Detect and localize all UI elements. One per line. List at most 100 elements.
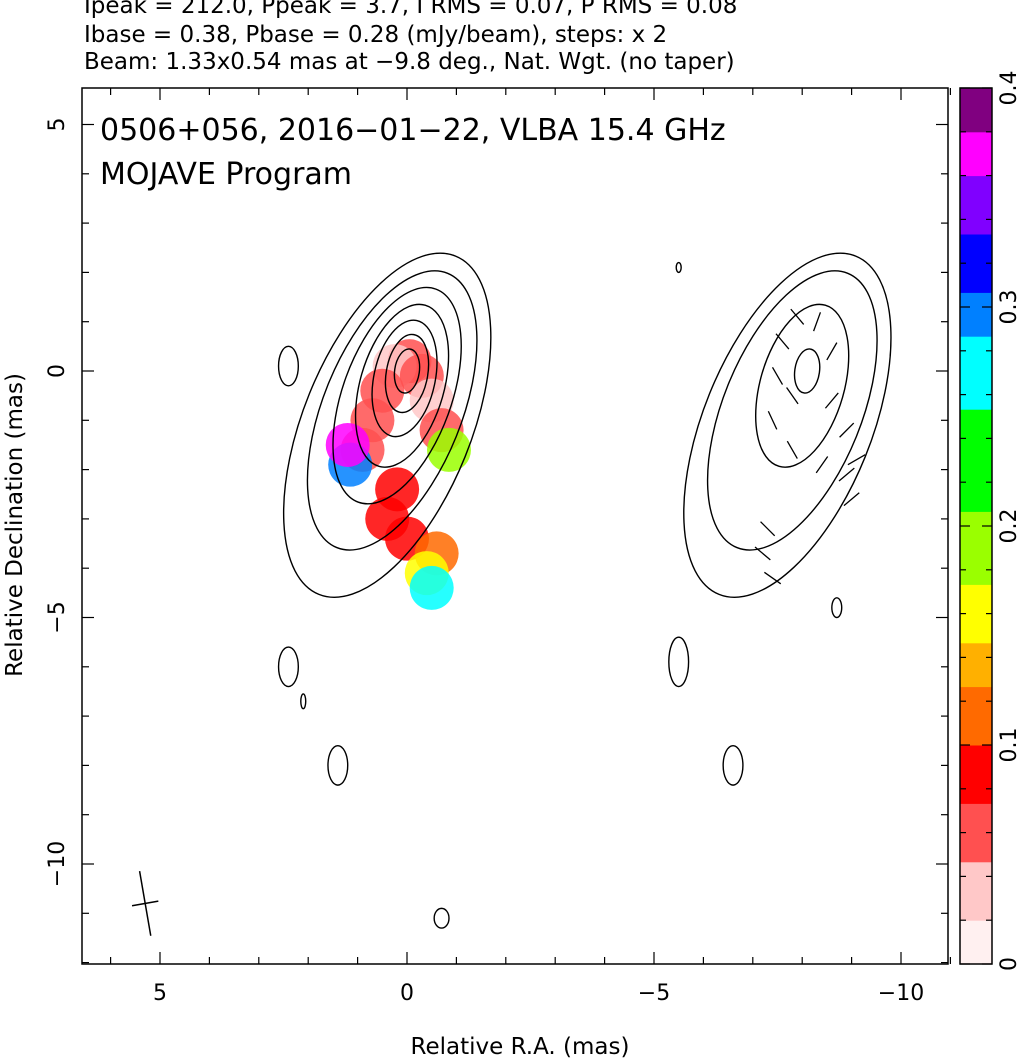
stokes-i-contour [282, 252, 492, 598]
evpa-vector [826, 342, 838, 361]
colorbar-cell [960, 175, 992, 191]
contour-island [668, 636, 690, 688]
colorbar-cell [960, 409, 992, 425]
evpa-vectors [754, 308, 866, 585]
colorbar-cell [960, 949, 992, 965]
plot-frame [81, 87, 949, 965]
colorbar-cell [960, 190, 992, 206]
evpa-vector [815, 456, 829, 474]
pol-contour [683, 252, 892, 598]
colorbar-cell [960, 511, 992, 527]
evpa-vector [767, 410, 778, 430]
colorbar-cell [960, 438, 992, 454]
colorbar-cell [960, 905, 992, 921]
colorbar-cell [960, 234, 992, 250]
stokes-i-contour [332, 286, 462, 505]
x-tick-label: −10 [878, 981, 924, 1006]
colorbar-cell [960, 584, 992, 600]
evpa-vector [790, 308, 805, 325]
colorbar-cell [960, 88, 992, 104]
evpa-vector [775, 333, 790, 350]
colorbar-cell [960, 832, 992, 848]
colorbar-tick-label: 0.3 [997, 290, 1021, 325]
colorbar-cell [960, 657, 992, 673]
colorbar-cell [960, 876, 992, 892]
colorbar-cell [960, 336, 992, 352]
stokes-i-contour [371, 319, 438, 438]
colorbar-cell [960, 818, 992, 834]
evpa-vector [786, 387, 799, 405]
colorbar-cell [960, 467, 992, 483]
colorbar-cell [960, 613, 992, 629]
colorbar-tick-label: 0 [997, 957, 1021, 971]
colorbar-cell [960, 365, 992, 381]
beam-minor-axis [131, 900, 159, 907]
contour-island [327, 744, 349, 786]
colorbar-cell [960, 730, 992, 746]
colorbar-cell [960, 496, 992, 512]
colorbar-cell [960, 569, 992, 585]
colorbar-cell [960, 920, 992, 936]
colorbar-cell [960, 117, 992, 133]
colorbar-cell [960, 482, 992, 498]
y-tick-label: 5 [45, 118, 70, 132]
colorbar-tick-label: 0.2 [997, 509, 1021, 544]
stokes-i-contour [306, 270, 478, 551]
stokes-i-contour [384, 333, 430, 414]
colorbar-cell [960, 555, 992, 571]
stokes-i-contour [354, 303, 450, 468]
colorbar-cell [960, 394, 992, 410]
polarization-pixels [325, 339, 471, 610]
colorbar-cell [960, 321, 992, 337]
y-axis-label: Relative Declination (mas) [2, 373, 28, 677]
pol-pixel [409, 565, 454, 610]
evpa-vector [824, 392, 839, 409]
pol-pixel [426, 427, 471, 472]
header-line-3: Beam: 1.33x0.54 mas at −9.8 deg., Nat. W… [84, 49, 735, 75]
plot-subtitle: MOJAVE Program [100, 157, 352, 192]
colorbar-labels: 0 0.1 0.2 0.3 0.4 [997, 71, 1021, 972]
evpa-vector [760, 521, 776, 537]
colorbar-cell [960, 847, 992, 863]
evpa-vector [786, 440, 798, 459]
colorbar-tick-label: 0.1 [997, 728, 1021, 763]
contour-island [831, 597, 843, 619]
colorbar-cell [960, 350, 992, 366]
stokes-i-contour [393, 348, 421, 394]
evpa-vector [812, 312, 822, 332]
colorbar-cell [960, 146, 992, 162]
colorbar-ticks [960, 87, 992, 965]
colorbar-cell [960, 642, 992, 658]
colorbar-cell [960, 380, 992, 396]
colorbar-cell [960, 715, 992, 731]
x-tick-label: 0 [400, 981, 414, 1006]
evpa-vector [843, 492, 860, 507]
colorbar-cell [960, 774, 992, 790]
colorbar-cell [960, 219, 992, 235]
contour-island [300, 693, 307, 710]
colorbar-cell [960, 759, 992, 775]
x-axis-label: Relative R.A. (mas) [411, 1034, 630, 1060]
pol-pixel [325, 422, 370, 467]
axis-ticks [82, 88, 952, 964]
plot-title: 0506+056, 2016−01−22, VLBA 15.4 GHz [100, 113, 726, 148]
colorbar-cell [960, 861, 992, 877]
colorbar-cell [960, 307, 992, 323]
y-tick-label: −5 [45, 601, 70, 633]
colorbar-cell [960, 423, 992, 439]
colorbar-cell [960, 102, 992, 118]
x-tick-label: 5 [153, 981, 167, 1006]
colorbar-cell [960, 277, 992, 293]
beam-marker [131, 871, 159, 936]
colorbar-cell [960, 161, 992, 177]
colorbar-cell [960, 745, 992, 761]
pol-contour [754, 303, 850, 468]
colorbar-cell [960, 131, 992, 147]
colorbar-cell [960, 701, 992, 717]
contour-island [277, 646, 300, 688]
axis-tick-labels: 5 0 −5 −10 5 0 −5 −10 [45, 118, 924, 1007]
colorbar-cell [960, 204, 992, 220]
contour-island [722, 744, 744, 786]
colorbar-cell [960, 891, 992, 907]
colorbar-cell [960, 526, 992, 542]
